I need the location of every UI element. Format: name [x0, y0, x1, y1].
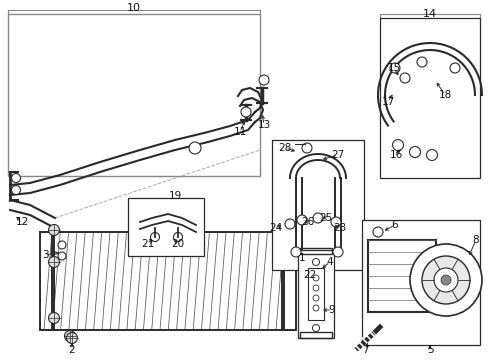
Bar [368, 240, 436, 312]
Bar [380, 18, 480, 178]
Circle shape [67, 333, 77, 343]
Text: 8: 8 [473, 235, 479, 245]
Circle shape [297, 215, 307, 225]
Bar [362, 220, 480, 345]
Text: 9: 9 [329, 305, 335, 315]
Text: 14: 14 [423, 9, 437, 19]
Circle shape [313, 258, 319, 266]
Bar [298, 250, 334, 338]
Circle shape [285, 219, 295, 229]
Bar [282, 232, 296, 330]
Text: 13: 13 [257, 120, 270, 130]
Circle shape [426, 149, 438, 161]
Circle shape [65, 330, 75, 342]
Text: 6: 6 [392, 220, 398, 230]
Bar [40, 232, 54, 330]
Text: 20: 20 [172, 239, 185, 249]
Text: 5: 5 [427, 345, 433, 355]
Text: 11: 11 [233, 127, 246, 137]
Circle shape [410, 147, 420, 158]
Circle shape [313, 273, 319, 279]
Circle shape [313, 312, 319, 320]
Text: 23: 23 [333, 223, 346, 233]
Text: 4: 4 [327, 257, 333, 267]
Circle shape [58, 252, 66, 260]
Circle shape [11, 185, 21, 194]
Bar [300, 332, 332, 338]
Circle shape [313, 213, 323, 223]
Circle shape [434, 268, 458, 292]
Circle shape [189, 142, 201, 154]
Text: 12: 12 [15, 217, 28, 227]
Circle shape [49, 225, 59, 235]
Circle shape [313, 301, 319, 307]
Bar [308, 268, 324, 320]
Text: 7: 7 [362, 345, 368, 355]
Circle shape [313, 295, 319, 301]
Text: 25: 25 [319, 213, 333, 223]
Text: 22: 22 [303, 270, 317, 280]
Bar [52, 232, 284, 330]
Bar [128, 198, 204, 256]
Circle shape [392, 140, 403, 150]
Circle shape [422, 256, 470, 304]
Circle shape [58, 241, 66, 249]
Circle shape [313, 305, 319, 311]
Bar [272, 140, 364, 270]
Circle shape [410, 244, 482, 316]
Circle shape [373, 227, 383, 237]
Circle shape [259, 75, 269, 85]
Circle shape [313, 275, 319, 281]
Text: 15: 15 [388, 63, 401, 73]
Text: 28: 28 [278, 143, 292, 153]
Circle shape [302, 143, 312, 153]
Circle shape [313, 285, 319, 291]
Bar [300, 248, 332, 254]
Text: 17: 17 [381, 97, 394, 107]
Text: 24: 24 [270, 223, 283, 233]
Circle shape [313, 287, 319, 293]
Circle shape [417, 57, 427, 67]
Circle shape [450, 63, 460, 73]
Circle shape [49, 256, 59, 267]
Text: 10: 10 [127, 3, 141, 13]
Circle shape [241, 107, 251, 117]
Text: 18: 18 [439, 90, 452, 100]
Bar [8, 14, 260, 176]
Text: 3: 3 [42, 250, 49, 260]
Circle shape [313, 324, 319, 332]
Circle shape [441, 275, 451, 285]
Text: 26: 26 [301, 217, 315, 227]
Circle shape [390, 63, 400, 73]
Text: 1: 1 [299, 253, 305, 263]
Text: 21: 21 [142, 239, 155, 249]
Text: 2: 2 [69, 345, 75, 355]
Circle shape [333, 247, 343, 257]
Text: 16: 16 [390, 150, 403, 160]
Text: 27: 27 [331, 150, 344, 160]
Circle shape [291, 247, 301, 257]
Circle shape [150, 233, 160, 242]
Circle shape [11, 174, 21, 183]
Circle shape [400, 73, 410, 83]
Circle shape [49, 312, 59, 324]
Text: 19: 19 [169, 191, 182, 201]
Circle shape [173, 233, 182, 242]
Circle shape [331, 217, 341, 227]
